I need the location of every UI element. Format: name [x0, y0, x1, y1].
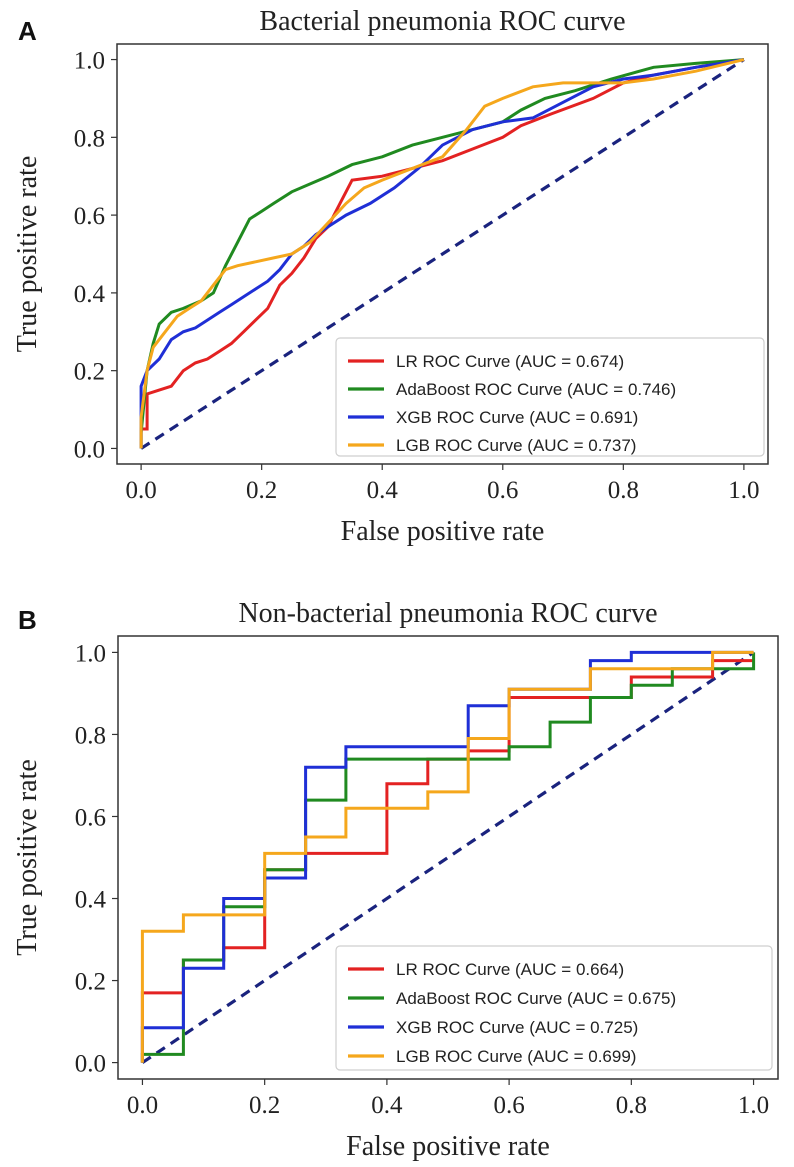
legend-entry: LR ROC Curve (AUC = 0.664) — [396, 960, 624, 979]
y-tick-label: 0.4 — [75, 887, 107, 914]
y-tick-label: 1.0 — [75, 640, 106, 667]
plot-frame — [116, 43, 769, 465]
roc-series-line-3 — [139, 58, 745, 449]
roc-series-line-1 — [139, 58, 745, 449]
x-tick-label: 0.2 — [246, 477, 277, 504]
x-tick-label: 0.4 — [371, 1092, 403, 1119]
x-tick-label: 0.2 — [249, 1092, 280, 1119]
y-tick-label: 0.4 — [74, 281, 106, 308]
legend-entry: XGB ROC Curve (AUC = 0.725) — [396, 1018, 638, 1037]
x-tick-label: 1.0 — [728, 477, 759, 504]
x-tick-label: 1.0 — [738, 1092, 769, 1119]
y-tick-label: 0.6 — [75, 804, 106, 831]
x-tick-label: 0.0 — [127, 1092, 158, 1119]
y-tick-label: 0.8 — [74, 125, 105, 152]
panel-label: A — [18, 16, 37, 46]
plot-frame — [117, 635, 779, 1080]
x-tick-label: 0.8 — [616, 1092, 647, 1119]
y-tick-label: 0.2 — [74, 359, 105, 386]
y-tick-label: 0.2 — [75, 969, 106, 996]
x-tick-label: 0.0 — [125, 477, 156, 504]
roc-chart-bacterial: A Bacterial pneumonia ROC curve 0.0 0.2 0.4 0… — [12, 6, 769, 547]
x-tick-label: 0.6 — [493, 1092, 524, 1119]
x-tick-label: 0.4 — [367, 477, 399, 504]
legend-entry: LGB ROC Curve (AUC = 0.737) — [396, 436, 636, 455]
roc-series-line-3 — [140, 650, 754, 1063]
y-tick-label: 0.6 — [74, 203, 105, 230]
y-axis-label: True positive rate — [12, 156, 43, 353]
chance-diagonal-line — [140, 58, 745, 450]
x-axis-label: False positive rate — [341, 516, 545, 547]
chart-title: Non-bacterial pneumonia ROC curve — [238, 598, 657, 629]
roc-series-line-0 — [139, 58, 745, 449]
legend-box — [335, 337, 765, 457]
x-tick-label: 0.8 — [608, 477, 639, 504]
x-tick-label: 0.6 — [487, 477, 518, 504]
chance-diagonal-line — [141, 651, 755, 1064]
y-tick-label: 0.0 — [74, 436, 105, 463]
y-tick-label: 1.0 — [74, 48, 105, 75]
panel-b: B Non-bacterial pneumonia ROC curve 0.0 0.2… — [0, 584, 794, 1167]
panel-label: B — [18, 605, 37, 635]
roc-chart-non-bacterial: B Non-bacterial pneumonia ROC curve 0.0 0.2… — [12, 598, 779, 1162]
y-tick-label: 0.8 — [75, 722, 106, 749]
legend-box — [335, 945, 773, 1071]
legend-entry: AdaBoost ROC Curve (AUC = 0.675) — [396, 989, 676, 1008]
y-tick-label: 0.0 — [75, 1051, 106, 1078]
chart-title: Bacterial pneumonia ROC curve — [259, 6, 625, 37]
legend-entry: LGB ROC Curve (AUC = 0.699) — [396, 1047, 636, 1066]
panel-a: A Bacterial pneumonia ROC curve 0.0 0.2 0.4 0… — [0, 0, 794, 583]
x-axis-label: False positive rate — [346, 1131, 550, 1162]
legend-entry: XGB ROC Curve (AUC = 0.691) — [396, 408, 638, 427]
legend-entry: LR ROC Curve (AUC = 0.674) — [396, 352, 624, 371]
legend-entry: AdaBoost ROC Curve (AUC = 0.746) — [396, 380, 676, 399]
y-axis-label: True positive rate — [12, 759, 43, 956]
